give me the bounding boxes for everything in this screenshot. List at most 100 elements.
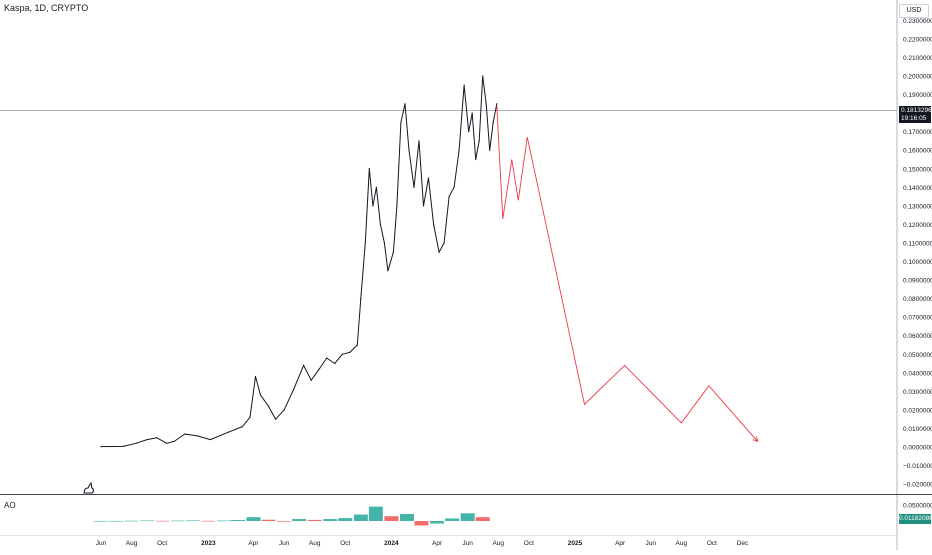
ao-bar xyxy=(94,520,108,522)
price-point xyxy=(254,375,257,378)
y-tick-label: 0.23000000 xyxy=(903,18,932,25)
price-point xyxy=(418,140,420,142)
ao-bar xyxy=(460,513,475,521)
price-point xyxy=(387,270,389,272)
price-point xyxy=(408,149,410,151)
ao-bar xyxy=(246,517,261,521)
price-point xyxy=(458,149,460,151)
price-point xyxy=(341,353,343,355)
ao-bar xyxy=(307,519,322,521)
y-tick-label: 0.08000000 xyxy=(903,296,932,303)
price-point xyxy=(364,242,366,244)
y-tick-label: 0.06000000 xyxy=(903,333,932,340)
price-point xyxy=(396,205,398,207)
price-point xyxy=(360,298,362,300)
price-point xyxy=(372,205,374,207)
price-point xyxy=(475,158,477,161)
price-point xyxy=(489,149,491,151)
x-tick-label: Apr xyxy=(248,540,259,547)
y-tick-label: 0.09000000 xyxy=(903,278,932,285)
ao-bar xyxy=(338,518,353,521)
price-point xyxy=(443,242,445,244)
price-point xyxy=(427,177,430,179)
x-tick-label: Oct xyxy=(340,540,350,547)
y-tick-label: 0.03000000 xyxy=(903,389,932,396)
ao-bar xyxy=(414,521,429,526)
x-tick-label: Dec xyxy=(737,540,749,547)
price-point xyxy=(438,251,440,253)
price-point xyxy=(392,251,395,253)
x-tick-label: Jun xyxy=(462,540,473,547)
y-tick-label: 0.19000000 xyxy=(903,92,932,99)
price-point xyxy=(173,440,175,443)
x-tick-label: Jun xyxy=(96,540,107,547)
price-point xyxy=(482,75,484,77)
price-point xyxy=(432,223,435,225)
y-tick-label: 0.10000000 xyxy=(903,259,932,266)
x-tick-label: Oct xyxy=(157,540,167,547)
price-point xyxy=(400,121,402,123)
y-tick-label: 0.15000000 xyxy=(903,166,932,173)
price-point xyxy=(318,368,320,370)
price-point xyxy=(349,351,351,353)
price-point xyxy=(156,437,158,439)
x-tick-label: Aug xyxy=(676,540,688,547)
y-tick-label: 0.16000000 xyxy=(903,148,932,155)
price-point xyxy=(293,388,295,391)
price-point xyxy=(122,445,124,448)
price-point xyxy=(267,405,270,407)
ao-bar xyxy=(368,506,383,521)
ao-bar xyxy=(445,518,460,521)
price-point xyxy=(249,416,251,418)
ao-y-tick-label: 0.05000000 xyxy=(903,503,932,510)
ao-bar xyxy=(109,520,124,522)
x-tick-label: Apr xyxy=(432,540,443,547)
last-price-badge: 0.18132968 19:16:05 xyxy=(899,106,932,123)
price-point xyxy=(379,223,381,225)
price-series-line xyxy=(100,75,498,448)
y-tick-label: 0.17000000 xyxy=(903,129,932,136)
ao-bar xyxy=(185,520,200,522)
price-point xyxy=(326,357,328,359)
price-point xyxy=(227,431,230,433)
countdown-timer: 19:16:05 xyxy=(901,115,927,122)
price-point xyxy=(274,418,277,420)
price-point xyxy=(471,112,473,114)
ao-bar xyxy=(140,520,155,522)
tradingview-logo-icon[interactable] xyxy=(82,481,96,495)
ao-bar xyxy=(475,517,490,521)
price-point xyxy=(334,362,336,365)
x-tick-label: Jun xyxy=(279,540,290,547)
price-point xyxy=(184,433,186,435)
x-tick-label: Aug xyxy=(309,540,321,547)
chart-title: Kaspa, 1D, CRYPTO xyxy=(4,3,89,13)
ao-bar xyxy=(230,520,245,521)
y-tick-label: 0.21000000 xyxy=(903,55,932,62)
price-point xyxy=(485,103,487,105)
x-tick-label: Oct xyxy=(707,540,717,547)
price-point xyxy=(383,242,385,244)
price-point xyxy=(166,442,168,444)
price-point xyxy=(375,186,377,188)
projection-line xyxy=(496,105,758,442)
x-tick-label: 2024 xyxy=(384,540,399,547)
y-tick-label: 0.01000000 xyxy=(903,426,932,433)
price-point xyxy=(463,84,465,86)
y-tick-label: 0.12000000 xyxy=(903,222,932,229)
projection-arrowhead xyxy=(752,436,759,443)
currency-selector[interactable]: USD xyxy=(899,4,929,18)
price-point xyxy=(303,364,305,366)
x-tick-label: Aug xyxy=(492,540,504,547)
ao-bar xyxy=(323,519,338,521)
price-point xyxy=(310,379,312,381)
ao-bar xyxy=(292,519,307,521)
y-tick-label: 0.07000000 xyxy=(903,315,932,322)
ao-bar xyxy=(216,520,231,522)
price-point xyxy=(100,446,102,448)
ao-bar xyxy=(399,513,414,521)
ao-bar xyxy=(384,516,399,521)
price-point xyxy=(453,186,455,188)
